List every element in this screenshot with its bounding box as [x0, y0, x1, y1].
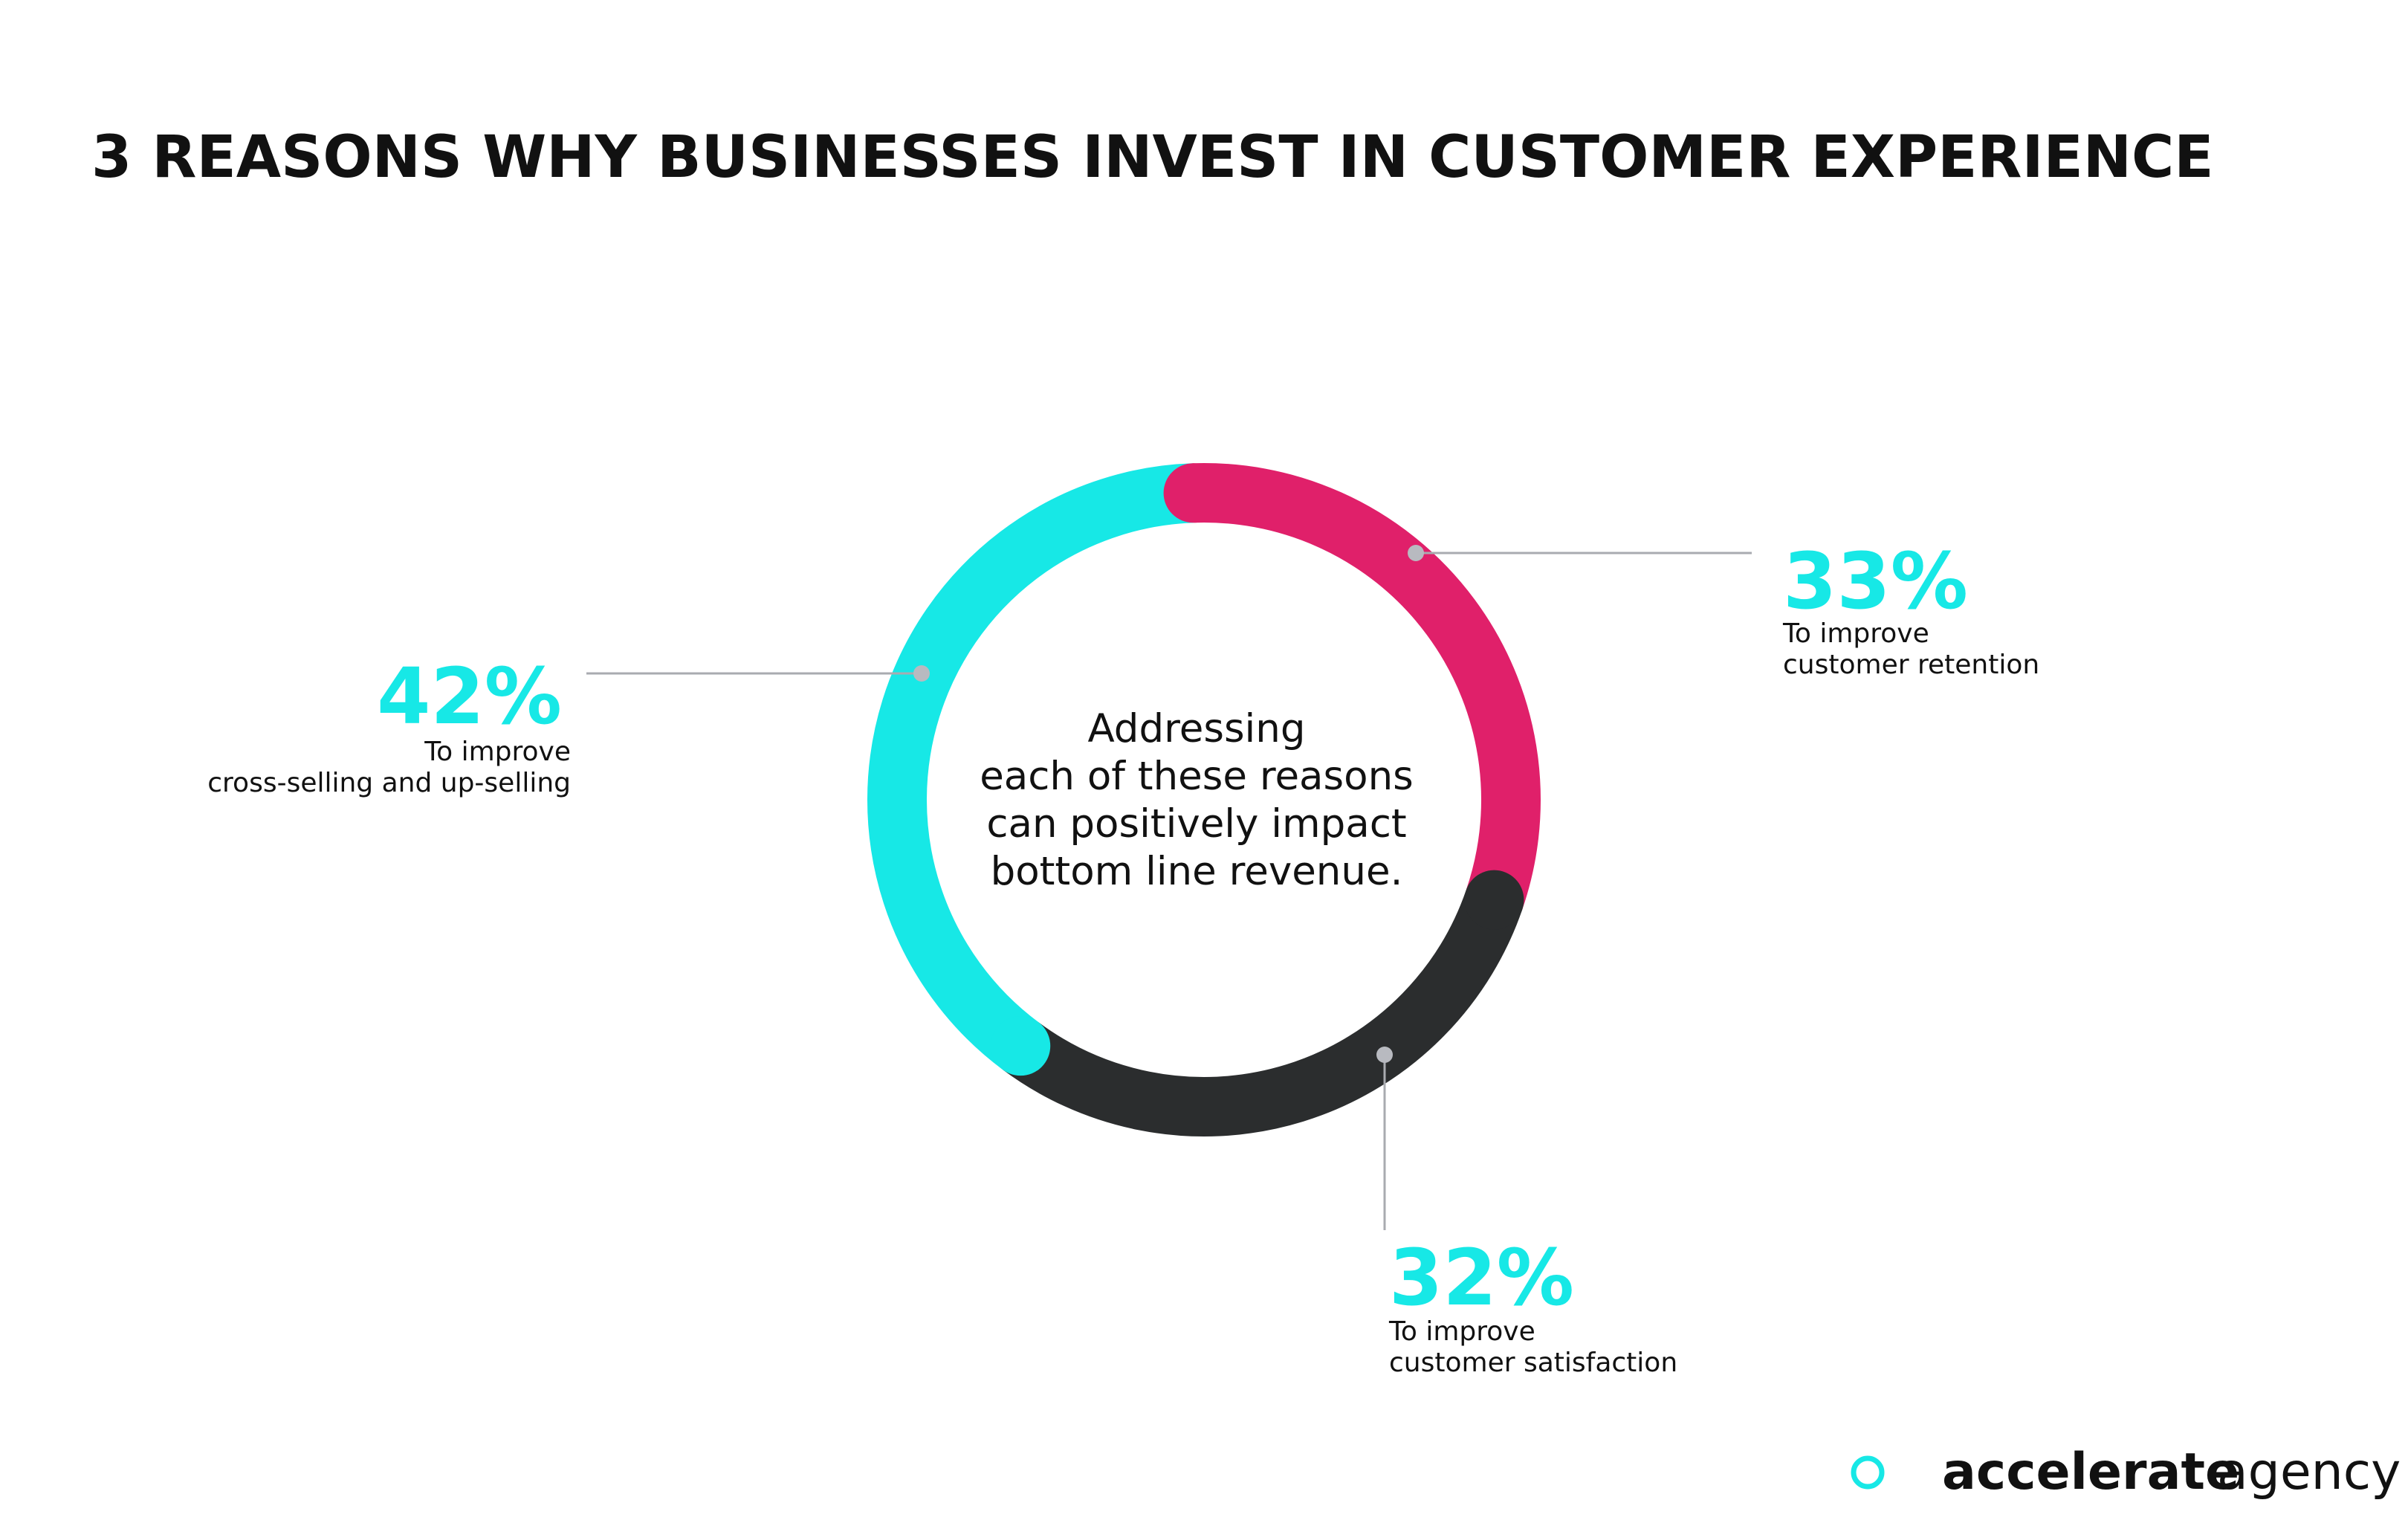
logo-bold: accelerate [1942, 1443, 2239, 1501]
category-label: To improve [424, 737, 571, 767]
category-label: customer retention [1783, 650, 2039, 680]
segment-cap [1464, 870, 1524, 930]
value-label: 42% [377, 651, 562, 742]
logo-light: agency [2217, 1443, 2401, 1501]
segment-cap [991, 1016, 1051, 1076]
category-label: To improve [1782, 618, 1929, 649]
center-text: bottom line revenue. [991, 849, 1403, 894]
callout-dot [913, 665, 930, 682]
category-label: To improve [1388, 1316, 1535, 1347]
value-label: 32% [1389, 1232, 1574, 1323]
center-text: can positively impact [986, 801, 1406, 847]
category-label: cross-selling and up-selling [207, 768, 571, 798]
donut-segment [1003, 890, 1523, 1136]
donut-segment [867, 463, 1195, 1070]
category-label: customer satisfaction [1389, 1348, 1677, 1378]
callout-dot [1408, 545, 1424, 561]
center-text: each of these reasons [980, 754, 1414, 799]
center-text: Addressing [1087, 706, 1305, 751]
value-label: 33% [1783, 536, 1968, 627]
callout-dot [1376, 1047, 1393, 1063]
donut-segment [1192, 463, 1541, 910]
segment-cap [1163, 463, 1223, 523]
chart-title: 3 REASONS WHY BUSINESSES INVEST IN CUSTO… [91, 124, 2214, 191]
logo-mark [1851, 1455, 1885, 1490]
